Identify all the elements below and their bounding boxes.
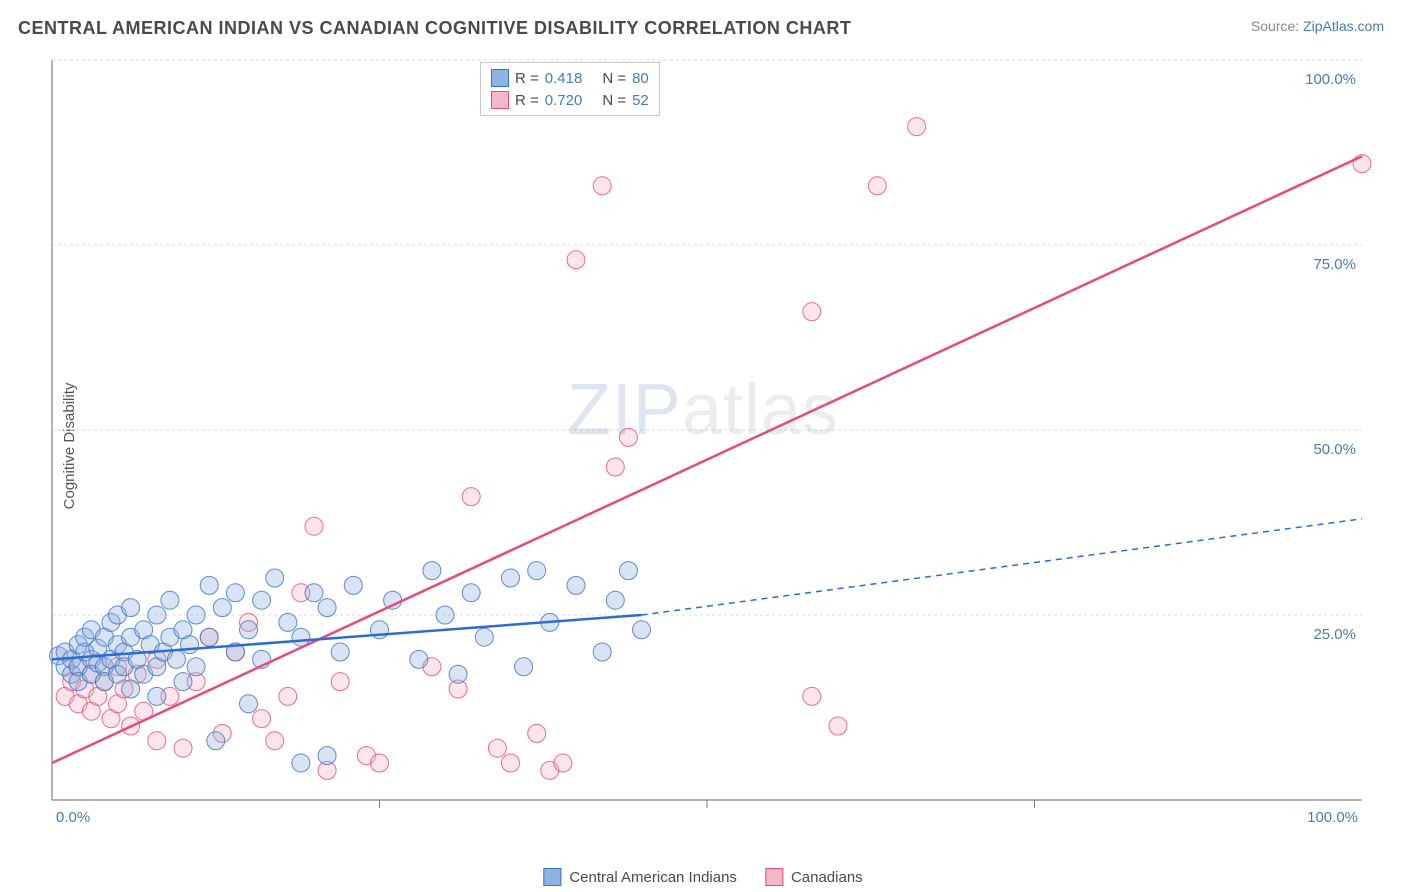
chart-svg: 25.0% 50.0% 75.0% 100.0% 0.0% 100.0%: [52, 60, 1372, 830]
r-value-0: 0.418: [545, 70, 583, 87]
legend-swatch-1: [491, 91, 509, 109]
legend-row-0: R = 0.418 N = 80: [491, 67, 649, 89]
legend-item-1: Canadians: [765, 868, 863, 886]
svg-text:25.0%: 25.0%: [1313, 626, 1356, 643]
n-value-1: 52: [632, 92, 649, 109]
legend-swatch-b1: [765, 868, 783, 886]
source-label: Source:: [1251, 18, 1303, 34]
n-label-1: N =: [602, 92, 626, 109]
legend-label-1: Canadians: [791, 869, 863, 886]
legend-item-0: Central American Indians: [543, 868, 737, 886]
svg-text:100.0%: 100.0%: [1307, 809, 1358, 826]
n-value-0: 80: [632, 70, 649, 87]
legend-swatch-0: [491, 69, 509, 87]
source-attribution: Source: ZipAtlas.com: [1251, 18, 1384, 34]
svg-text:75.0%: 75.0%: [1313, 256, 1356, 273]
legend-swatch-b0: [543, 868, 561, 886]
svg-text:50.0%: 50.0%: [1313, 441, 1356, 458]
legend-row-1: R = 0.720 N = 52: [491, 89, 649, 111]
r-value-1: 0.720: [545, 92, 583, 109]
chart-container: CENTRAL AMERICAN INDIAN VS CANADIAN COGN…: [0, 0, 1406, 892]
r-label-1: R =: [515, 92, 539, 109]
n-label-0: N =: [602, 70, 626, 87]
svg-text:100.0%: 100.0%: [1305, 71, 1356, 88]
legend-label-0: Central American Indians: [569, 869, 737, 886]
series-legend: Central American Indians Canadians: [543, 868, 862, 886]
chart-title: CENTRAL AMERICAN INDIAN VS CANADIAN COGN…: [18, 18, 851, 39]
plot-area: 25.0% 50.0% 75.0% 100.0% 0.0% 100.0%: [52, 60, 1372, 830]
correlation-legend: R = 0.418 N = 80 R = 0.720 N = 52: [480, 62, 660, 116]
svg-text:0.0%: 0.0%: [56, 809, 90, 826]
source-link[interactable]: ZipAtlas.com: [1303, 18, 1384, 34]
r-label-0: R =: [515, 70, 539, 87]
